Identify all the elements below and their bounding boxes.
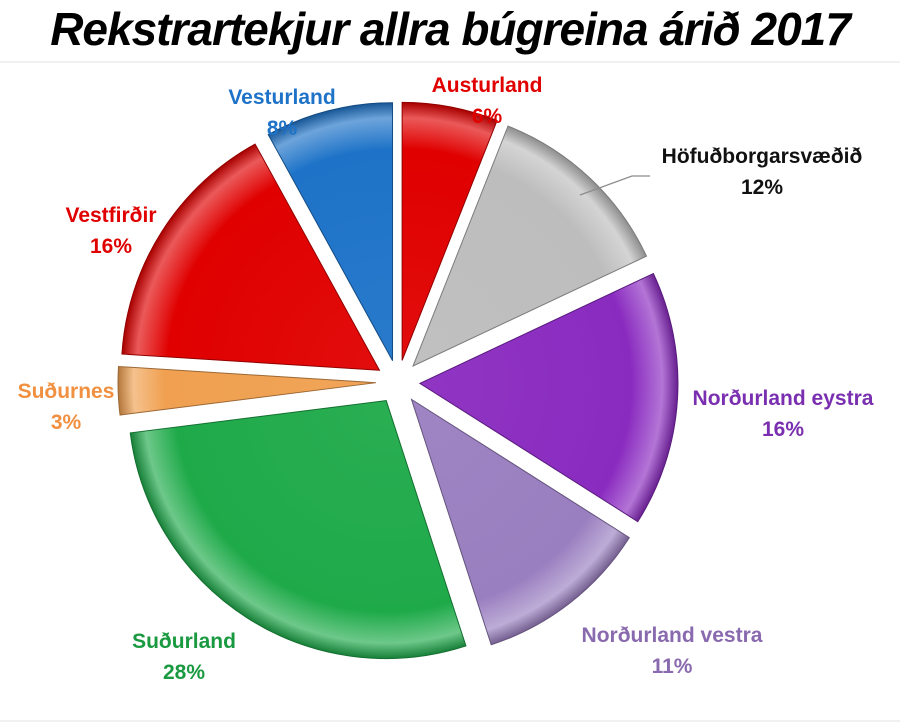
slice-sudurnes <box>117 365 377 416</box>
slice-name-vesturland: Vesturland <box>228 86 335 109</box>
slice-name-sudurnes: Suðurnes <box>18 380 115 403</box>
slice-vesturland <box>267 102 394 361</box>
slices-layer <box>117 101 679 660</box>
slice-name-nordurland-vestra: Norðurland vestra <box>582 624 763 647</box>
labels-layer: Austurland 6% Höfuðborgarsvæðið 12% Norðurla… <box>18 74 874 684</box>
label-group-vesturland: Vesturland 8% <box>228 86 335 140</box>
label-group-sudurnes: Suðurnes 3% <box>18 380 115 434</box>
slice-nordurland-vestra <box>410 398 631 646</box>
slice-name-sudurland: Suðurland <box>132 630 236 653</box>
chart-title: Rekstrartekjur allra búgreina árið 2017 <box>50 3 851 55</box>
slice-hofudborgarsvaedid <box>412 125 648 367</box>
leader-line-hofudborgarsvaedid <box>579 175 650 196</box>
label-group-nordurland-vestra: Norðurland vestra 11% <box>582 624 763 678</box>
slice-percent-nordurland-vestra: 11% <box>652 655 693 678</box>
slice-name-nordurland-eystra: Norðurland eystra <box>693 387 874 410</box>
label-group-vestfirdir: Vestfirðir 16% <box>65 204 156 258</box>
slice-nordurland-eystra <box>418 272 679 523</box>
slice-percent-nordurland-eystra: 16% <box>762 418 804 441</box>
slice-sudurland <box>129 400 467 660</box>
label-group-sudurland: Suðurland 28% <box>132 630 236 684</box>
slice-percent-vesturland: 8% <box>267 117 298 140</box>
leader-layer <box>579 175 650 196</box>
slice-vestfirdir <box>121 143 381 371</box>
label-group-austurland: Austurland 6% <box>432 74 543 128</box>
slice-percent-austurland: 6% <box>472 105 503 128</box>
slice-percent-sudurland: 28% <box>163 661 205 684</box>
slice-name-vestfirdir: Vestfirðir <box>65 204 156 227</box>
slice-name-austurland: Austurland <box>432 74 543 97</box>
slice-percent-hofudborgarsvaedid: 12% <box>741 176 783 199</box>
label-group-hofudborgarsvaedid: Höfuðborgarsvæðið 12% <box>662 145 863 199</box>
slice-percent-sudurnes: 3% <box>51 411 82 434</box>
slice-austurland <box>401 101 498 361</box>
slice-name-hofudborgarsvaedid: Höfuðborgarsvæðið <box>662 145 863 168</box>
slice-percent-vestfirdir: 16% <box>90 235 132 258</box>
label-group-nordurland-eystra: Norðurland eystra 16% <box>693 387 874 441</box>
